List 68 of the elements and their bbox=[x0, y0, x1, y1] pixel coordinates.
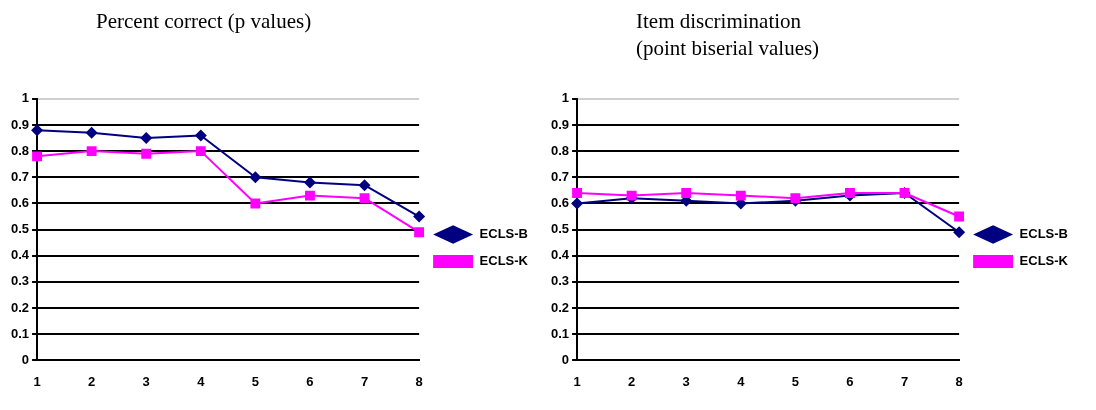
x-tick-label: 6 bbox=[306, 373, 314, 389]
x-tick-label: 2 bbox=[628, 373, 636, 389]
point bbox=[141, 148, 152, 159]
point bbox=[413, 210, 426, 223]
x-tick-label: 4 bbox=[197, 373, 206, 389]
point bbox=[140, 132, 153, 145]
point bbox=[305, 190, 315, 201]
y-tick-label: 0.2 bbox=[10, 299, 30, 315]
y-tick-label: 0.8 bbox=[550, 142, 570, 158]
y-tick-label: 0.4 bbox=[550, 247, 570, 263]
legend-label: ECLS-K bbox=[479, 253, 529, 269]
point bbox=[250, 198, 261, 209]
point bbox=[953, 226, 966, 239]
legend-label: ECLS-B bbox=[479, 226, 528, 242]
point bbox=[32, 151, 43, 162]
x-tick-label: 8 bbox=[955, 373, 963, 389]
point bbox=[194, 129, 207, 142]
y-tick-label: 1 bbox=[21, 90, 30, 106]
y-tick-label: 0.9 bbox=[550, 116, 570, 132]
y-tick-label: 0.1 bbox=[550, 325, 570, 341]
x-tick-label: 3 bbox=[682, 373, 690, 389]
chart-title: Item discrimination (point biserial values) bbox=[636, 8, 821, 62]
x-tick-label: 1 bbox=[33, 373, 41, 389]
y-tick-label: 0.2 bbox=[550, 299, 570, 315]
point bbox=[31, 124, 44, 137]
point bbox=[249, 171, 262, 184]
y-tick-label: 0.1 bbox=[10, 325, 30, 341]
point bbox=[845, 188, 855, 198]
point bbox=[626, 190, 637, 201]
legend-label: ECLS-B bbox=[1019, 226, 1068, 242]
y-tick-label: 0.5 bbox=[550, 221, 570, 237]
y-tick-label: 0.7 bbox=[10, 168, 30, 184]
x-tick-label: 5 bbox=[791, 373, 799, 389]
point bbox=[358, 179, 371, 192]
point bbox=[85, 126, 98, 139]
x-tick-label: 7 bbox=[360, 373, 369, 389]
x-tick-label: 6 bbox=[846, 373, 854, 389]
point bbox=[303, 176, 316, 189]
legend-label: ECLS-K bbox=[1019, 253, 1069, 269]
x-tick-label: 4 bbox=[737, 373, 746, 389]
point bbox=[572, 188, 583, 198]
y-tick-label: 0 bbox=[561, 351, 570, 367]
point bbox=[195, 146, 206, 157]
y-tick-label: 0.3 bbox=[550, 273, 570, 289]
point bbox=[954, 211, 965, 222]
point bbox=[681, 188, 692, 198]
x-tick-label: 3 bbox=[142, 373, 150, 389]
x-tick-label: 5 bbox=[251, 373, 259, 389]
x-tick-label: 1 bbox=[573, 373, 581, 389]
y-tick-label: 0.6 bbox=[550, 195, 570, 211]
point bbox=[359, 193, 370, 204]
y-tick-label: 0.3 bbox=[10, 273, 30, 289]
y-tick-label: 0.9 bbox=[10, 116, 30, 132]
chart-title: Percent correct (p values) bbox=[96, 8, 313, 35]
x-tick-label: 2 bbox=[88, 373, 96, 389]
point bbox=[86, 146, 97, 157]
y-tick-label: 0.5 bbox=[10, 221, 30, 237]
x-tick-label: 8 bbox=[415, 373, 423, 389]
y-tick-label: 0.8 bbox=[10, 142, 30, 158]
point bbox=[414, 227, 425, 238]
y-tick-label: 0.6 bbox=[10, 195, 30, 211]
y-tick-label: 1 bbox=[561, 90, 570, 106]
y-tick-label: 0.4 bbox=[10, 247, 30, 263]
y-tick-label: 0.7 bbox=[550, 168, 570, 184]
y-tick-label: 0 bbox=[21, 351, 30, 367]
point bbox=[735, 190, 746, 201]
point bbox=[571, 197, 584, 210]
x-tick-label: 7 bbox=[900, 373, 909, 389]
